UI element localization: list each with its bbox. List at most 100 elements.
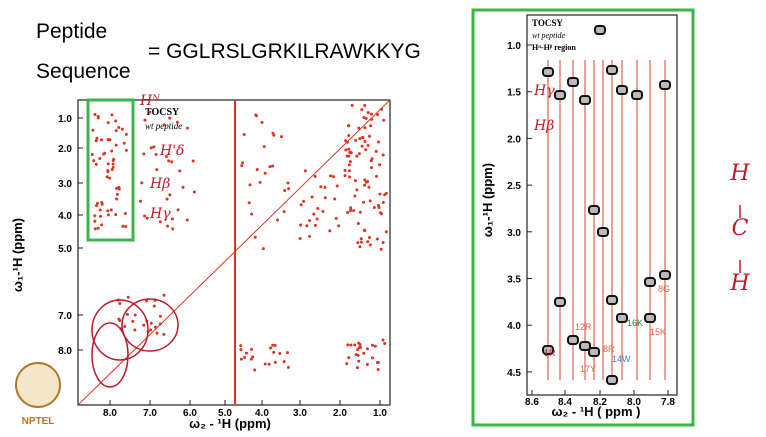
peak bbox=[371, 157, 374, 160]
peak bbox=[377, 141, 380, 144]
peak bbox=[182, 186, 185, 189]
y-tick-label: 7.0 bbox=[58, 311, 72, 322]
peak bbox=[321, 210, 324, 213]
peak bbox=[355, 188, 358, 191]
peak bbox=[354, 179, 357, 182]
peak bbox=[336, 185, 339, 188]
peak bbox=[143, 214, 146, 217]
peak bbox=[335, 217, 338, 220]
peak bbox=[344, 148, 347, 151]
peak bbox=[347, 155, 350, 158]
peak bbox=[162, 333, 165, 336]
peak bbox=[100, 201, 103, 204]
peak bbox=[645, 278, 655, 286]
title: Sequence bbox=[36, 60, 131, 83]
peak bbox=[645, 314, 655, 322]
peak bbox=[97, 227, 100, 230]
peak bbox=[115, 197, 118, 200]
peak bbox=[358, 245, 361, 248]
peak bbox=[176, 121, 179, 124]
peak bbox=[382, 153, 385, 156]
peak bbox=[274, 344, 277, 347]
peak bbox=[367, 144, 370, 147]
peak bbox=[150, 322, 153, 325]
peak bbox=[589, 348, 599, 356]
logo-emblem bbox=[16, 363, 60, 407]
residue-label: 8G bbox=[658, 284, 670, 294]
peak bbox=[580, 96, 590, 104]
peak bbox=[116, 193, 119, 196]
peak bbox=[168, 117, 171, 120]
peak bbox=[365, 117, 368, 120]
peak bbox=[375, 175, 378, 178]
peak bbox=[168, 193, 171, 196]
peak bbox=[268, 165, 271, 168]
peak bbox=[360, 108, 363, 111]
x-tick-label: 2.0 bbox=[333, 408, 347, 419]
y-tick-label: 5.0 bbox=[58, 244, 72, 255]
peak bbox=[112, 166, 115, 169]
peak bbox=[239, 344, 242, 347]
peak bbox=[385, 230, 388, 233]
peak bbox=[253, 368, 256, 371]
peak bbox=[154, 326, 157, 329]
peak bbox=[378, 163, 381, 166]
annotation: H'δ bbox=[159, 143, 185, 159]
peak bbox=[159, 315, 162, 318]
peak bbox=[272, 134, 275, 137]
peak bbox=[314, 224, 317, 227]
y-tick-label: 3.5 bbox=[507, 275, 521, 286]
peak bbox=[97, 115, 100, 118]
y-tick-label: 1.0 bbox=[507, 41, 521, 52]
residue-label: 17Y bbox=[580, 364, 596, 374]
y-tick-label: 4.0 bbox=[58, 211, 72, 222]
peak bbox=[251, 355, 254, 358]
peak bbox=[370, 166, 373, 169]
spectrum-label: TOCSY bbox=[532, 18, 563, 28]
peak bbox=[369, 243, 372, 246]
peak bbox=[346, 141, 349, 144]
peak bbox=[355, 155, 358, 158]
peak bbox=[171, 227, 174, 230]
peak bbox=[363, 104, 366, 107]
peak bbox=[142, 152, 145, 155]
x-tick-label: 3.0 bbox=[293, 408, 307, 419]
peak bbox=[308, 235, 311, 238]
peak bbox=[346, 211, 349, 214]
peak bbox=[361, 145, 364, 148]
peak bbox=[349, 344, 352, 347]
peak bbox=[162, 294, 165, 297]
peak bbox=[271, 165, 274, 168]
peak bbox=[368, 135, 371, 138]
peak bbox=[353, 195, 356, 198]
peak bbox=[91, 129, 94, 132]
peak bbox=[142, 324, 145, 327]
peak bbox=[126, 313, 129, 316]
peak bbox=[106, 209, 109, 212]
peak bbox=[328, 229, 331, 232]
peak bbox=[363, 140, 366, 143]
peak bbox=[324, 196, 327, 199]
peak bbox=[146, 217, 149, 220]
x-tick-label: 5.0 bbox=[218, 408, 232, 419]
peak bbox=[123, 142, 126, 145]
peak bbox=[362, 352, 365, 355]
peak bbox=[95, 163, 98, 166]
peak bbox=[245, 352, 248, 355]
residue-label: 1R bbox=[544, 348, 556, 358]
peak bbox=[186, 127, 189, 130]
peak bbox=[660, 271, 670, 279]
peak bbox=[287, 187, 290, 190]
spectrum-sublabel: wt peptide bbox=[532, 31, 566, 40]
peak bbox=[380, 108, 383, 111]
y-tick-label: 4.5 bbox=[507, 368, 521, 379]
y-tick-label: 4.0 bbox=[507, 321, 521, 332]
peak bbox=[347, 134, 350, 137]
peak bbox=[316, 207, 319, 210]
peak bbox=[349, 160, 352, 163]
peak bbox=[243, 356, 246, 359]
peak bbox=[91, 153, 94, 156]
peak bbox=[249, 183, 252, 186]
peak bbox=[254, 236, 257, 239]
peak bbox=[371, 344, 374, 347]
